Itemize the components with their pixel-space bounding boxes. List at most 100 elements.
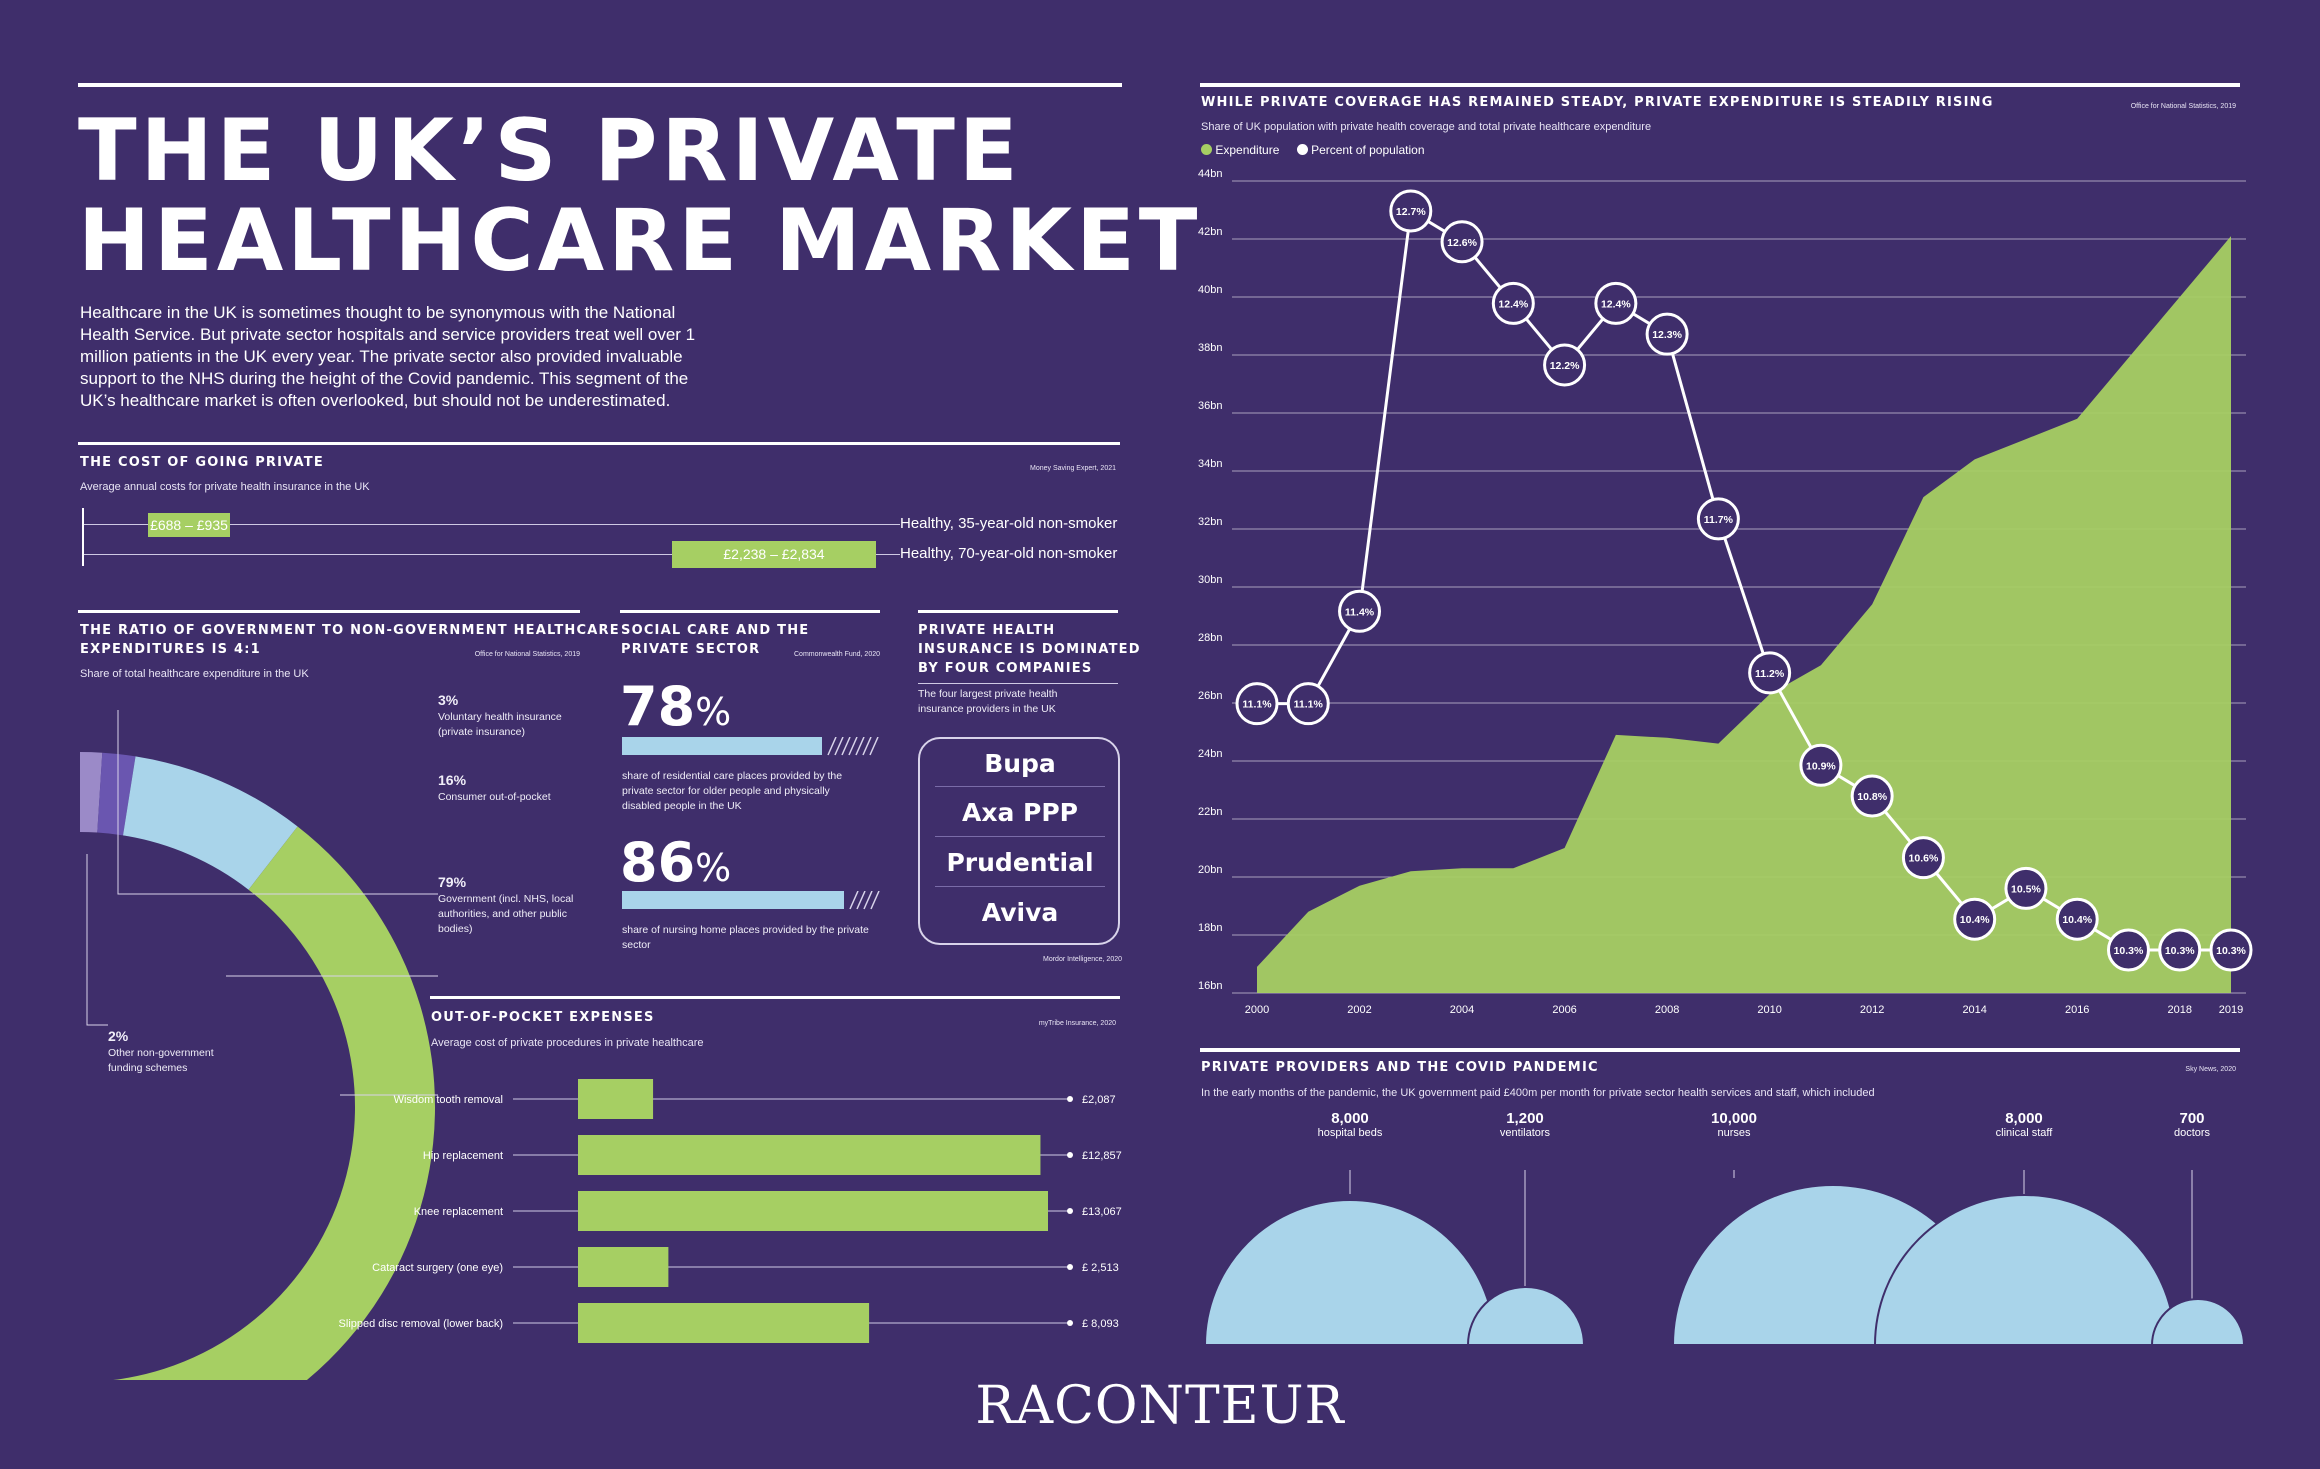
insurer-divider-1 (935, 786, 1105, 787)
oop-source: myTribe Insurance, 2020 (1038, 1020, 1116, 1027)
population-point (1696, 497, 1740, 541)
population-point-label: 11.7% (1704, 514, 1734, 526)
ratio-title: THE RATIO OF GOVERNMENT TO NON-GOVERNMEN… (80, 621, 620, 659)
covid-subtitle: In the early months of the pandemic, the… (1201, 1087, 1875, 1099)
oop-rule (430, 996, 1120, 999)
trend-legend: Expenditure Percent of population (1201, 142, 1425, 158)
ratio-label-other: Other non-government funding schemes (108, 1047, 214, 1074)
intro-text: Healthcare in the UK is sometimes though… (80, 303, 696, 410)
insurers-title-line2: INSURANCE IS DOMINATED (918, 642, 1141, 657)
cost-line-70 (84, 554, 900, 555)
population-point-label: 10.6% (1909, 853, 1939, 865)
donut-slice-other (80, 752, 103, 833)
cost-line-35 (84, 524, 900, 525)
oop-category-label: Hip replacement (423, 1150, 503, 1162)
y-tick-label: 36bn (1198, 400, 1222, 412)
ratio-item-other: 2% Other non-government funding schemes (108, 1026, 248, 1076)
y-tick-label: 38bn (1198, 342, 1222, 354)
x-tick-label: 2014 (1962, 1004, 1986, 1016)
insurers-title-line3: BY FOUR COMPANIES (918, 661, 1093, 676)
x-tick-label: 2002 (1347, 1004, 1371, 1016)
covid-rule (1200, 1048, 2240, 1052)
population-point-label: 12.2% (1550, 360, 1580, 372)
population-point (1594, 281, 1638, 325)
insurer-divider-3 (935, 886, 1105, 887)
population-point-label: 12.3% (1652, 329, 1682, 341)
insurers-rule (918, 610, 1118, 613)
population-point-label: 12.7% (1396, 206, 1426, 218)
population-point (2106, 928, 2150, 972)
covid-num-ventilators: 1,200 (1506, 1110, 1544, 1127)
covid-item-clinical: 8,000 clinical staff (1974, 1110, 2074, 1139)
x-tick-label: 2012 (1860, 1004, 1884, 1016)
x-tick-label: 2000 (1245, 1004, 1269, 1016)
ratio-label-voluntary: Voluntary health insurance (private insu… (438, 711, 562, 738)
oop-value-label: £ 2,513 (1082, 1262, 1119, 1274)
legend-population-label: Percent of population (1311, 143, 1425, 157)
x-tick-label: 2006 (1552, 1004, 1576, 1016)
social-bar-86 (622, 891, 880, 910)
oop-category-label: Wisdom tooth removal (394, 1094, 503, 1106)
population-point (1953, 897, 1997, 941)
cost-label-70: Healthy, 70-year-old non-smoker (900, 545, 1118, 562)
page-title-line1: THE UK’S PRIVATE (78, 101, 1022, 201)
population-point (1440, 220, 1484, 264)
oop-bar (578, 1303, 870, 1343)
oop-bar (578, 1135, 1041, 1175)
leader-voluntary (117, 710, 438, 895)
social-stat-78-num: 78 (620, 675, 696, 738)
oop-value-label: £12,857 (1082, 1150, 1122, 1162)
cost-axis (82, 508, 84, 566)
oop-value-label: £ 8,093 (1082, 1318, 1119, 1330)
oop-category-label: Cataract surgery (one eye) (372, 1262, 503, 1274)
x-tick-label: 2018 (2167, 1004, 2191, 1016)
cost-bar-35: £688 – £935 (148, 513, 230, 537)
ratio-title-line1: THE RATIO OF GOVERNMENT TO NON-GOVERNMEN… (80, 623, 620, 638)
x-tick-label: 2016 (2065, 1004, 2089, 1016)
ratio-source: Office for National Statistics, 2019 (474, 651, 580, 658)
population-point (1338, 589, 1382, 633)
y-tick-label: 16bn (1198, 980, 1222, 992)
trend-rule (1200, 83, 2240, 87)
social-rule (620, 610, 880, 613)
trend-chart: 11.1% 11.1% 11.4% 12.7% 12.6% 12.4% 12.2% 12.4%… (1198, 168, 2253, 1016)
donut-slice-government (112, 826, 435, 1380)
x-tick-label: 2004 (1450, 1004, 1474, 1016)
ratio-donut-chart (80, 710, 438, 1380)
insurer-bupa: Bupa (984, 749, 1056, 778)
covid-num-beds: 8,000 (1331, 1110, 1369, 1127)
y-tick-label: 22bn (1198, 806, 1222, 818)
cost-rule (78, 442, 1120, 445)
covid-item-doctors: 700 doctors (2142, 1110, 2242, 1139)
covid-item-nurses: 10,000 nurses (1684, 1110, 1784, 1139)
cost-subtitle: Average annual costs for private health … (80, 481, 370, 493)
oop-end-dot (1067, 1208, 1073, 1214)
oop-end-dot (1067, 1152, 1073, 1158)
population-point-label: 10.3% (2114, 945, 2144, 957)
top-rule-left (78, 83, 1122, 87)
ratio-title-line2: EXPENDITURES IS 4:1 (80, 642, 261, 657)
population-point (2004, 866, 2048, 910)
oop-bar (578, 1247, 669, 1287)
ratio-pct-voluntary: 3% (438, 692, 459, 708)
covid-label-beds: hospital beds (1317, 1127, 1383, 1139)
population-point (1491, 281, 1535, 325)
ratio-item-voluntary: 3% Voluntary health insurance (private i… (438, 690, 588, 740)
oop-value-label: £2,087 (1082, 1094, 1116, 1106)
insurers-title-divider (918, 683, 1118, 684)
population-point-label: 11.1% (1242, 699, 1272, 711)
y-tick-label: 42bn (1198, 226, 1222, 238)
y-tick-label: 40bn (1198, 284, 1222, 296)
population-point (1799, 743, 1843, 787)
population-point (1235, 682, 1279, 726)
trend-subtitle: Share of UK population with private heal… (1201, 121, 1652, 133)
covid-num-nurses: 10,000 (1711, 1110, 1757, 1127)
population-point (1901, 836, 1945, 880)
social-stat-86: 86% (620, 836, 731, 895)
social-stat-78: 78% (620, 680, 731, 739)
ratio-rule (78, 610, 580, 613)
y-tick-label: 44bn (1198, 168, 1222, 180)
covid-label-doctors: doctors (2173, 1127, 2211, 1139)
insurer-aviva: Aviva (981, 898, 1059, 927)
insurers-source: Mordor Intelligence, 2020 (1043, 956, 1122, 963)
